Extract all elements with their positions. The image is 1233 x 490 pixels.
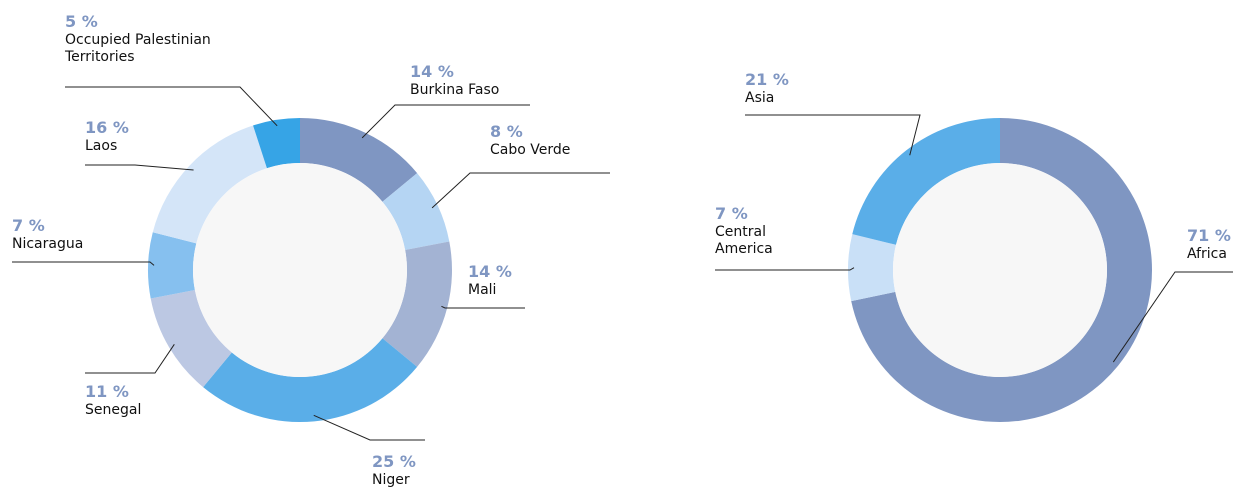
slice-label: 11 % Senegal: [85, 382, 185, 419]
category-label: Asia: [745, 90, 775, 106]
slice-label: 7 % Central America: [715, 204, 795, 258]
donut-slice: [150, 290, 232, 388]
value-label: 14 %: [468, 262, 512, 281]
slice-label: 71 % Africa: [1187, 226, 1233, 263]
category-label: Occupied Palestinian Territories: [65, 32, 211, 65]
value-label: 21 %: [745, 70, 789, 89]
value-label: 7 %: [715, 204, 748, 223]
leader-line: [12, 261, 155, 266]
category-label: Cabo Verde: [490, 142, 571, 158]
category-label: Niger: [372, 472, 410, 488]
category-label: Senegal: [85, 402, 142, 418]
leader-line: [441, 305, 525, 309]
leader-line: [85, 344, 175, 374]
slice-label: 5 % Occupied Palestinian Territories: [65, 12, 235, 66]
leader-line: [745, 114, 921, 156]
slice-label: 21 % Asia: [745, 70, 885, 107]
category-label: Mali: [468, 282, 497, 298]
donut-slice: [848, 234, 897, 302]
value-label: 7 %: [12, 216, 45, 235]
leader-line: [1112, 271, 1233, 363]
value-label: 16 %: [85, 118, 129, 137]
category-label: Nicaragua: [12, 236, 84, 252]
category-label: Africa: [1187, 246, 1227, 262]
donut-slice: [852, 118, 1000, 245]
leader-line: [715, 267, 855, 271]
category-label: Burkina Faso: [410, 82, 500, 98]
slice-label: 25 % Niger: [372, 452, 472, 489]
leader-line: [65, 86, 278, 127]
donut-slice: [152, 125, 267, 244]
value-label: 14 %: [410, 62, 454, 81]
leader-line: [431, 172, 610, 209]
value-label: 11 %: [85, 382, 129, 401]
value-label: 8 %: [490, 122, 523, 141]
value-label: 25 %: [372, 452, 416, 471]
slice-label: 14 % Mali: [468, 262, 568, 299]
slice-label: 7 % Nicaragua: [12, 216, 152, 253]
donut-slice: [382, 173, 450, 250]
donut-slice: [253, 118, 300, 169]
leader-line: [313, 414, 425, 441]
donut-hole: [893, 163, 1107, 377]
leader-line: [85, 164, 194, 171]
category-label: Central America: [715, 224, 773, 257]
donut-slice: [851, 118, 1152, 422]
value-label: 71 %: [1187, 226, 1231, 245]
slice-label: 14 % Burkina Faso: [410, 62, 550, 99]
slice-label: 8 % Cabo Verde: [490, 122, 630, 159]
value-label: 5 %: [65, 12, 98, 31]
donut-slice: [148, 232, 197, 299]
category-label: Laos: [85, 138, 118, 154]
donut-slice: [203, 338, 418, 422]
donut-hole: [193, 163, 407, 377]
donut-slice: [300, 118, 418, 202]
leader-line: [361, 104, 530, 139]
donut-slice: [382, 241, 452, 367]
slice-label: 16 % Laos: [85, 118, 185, 155]
